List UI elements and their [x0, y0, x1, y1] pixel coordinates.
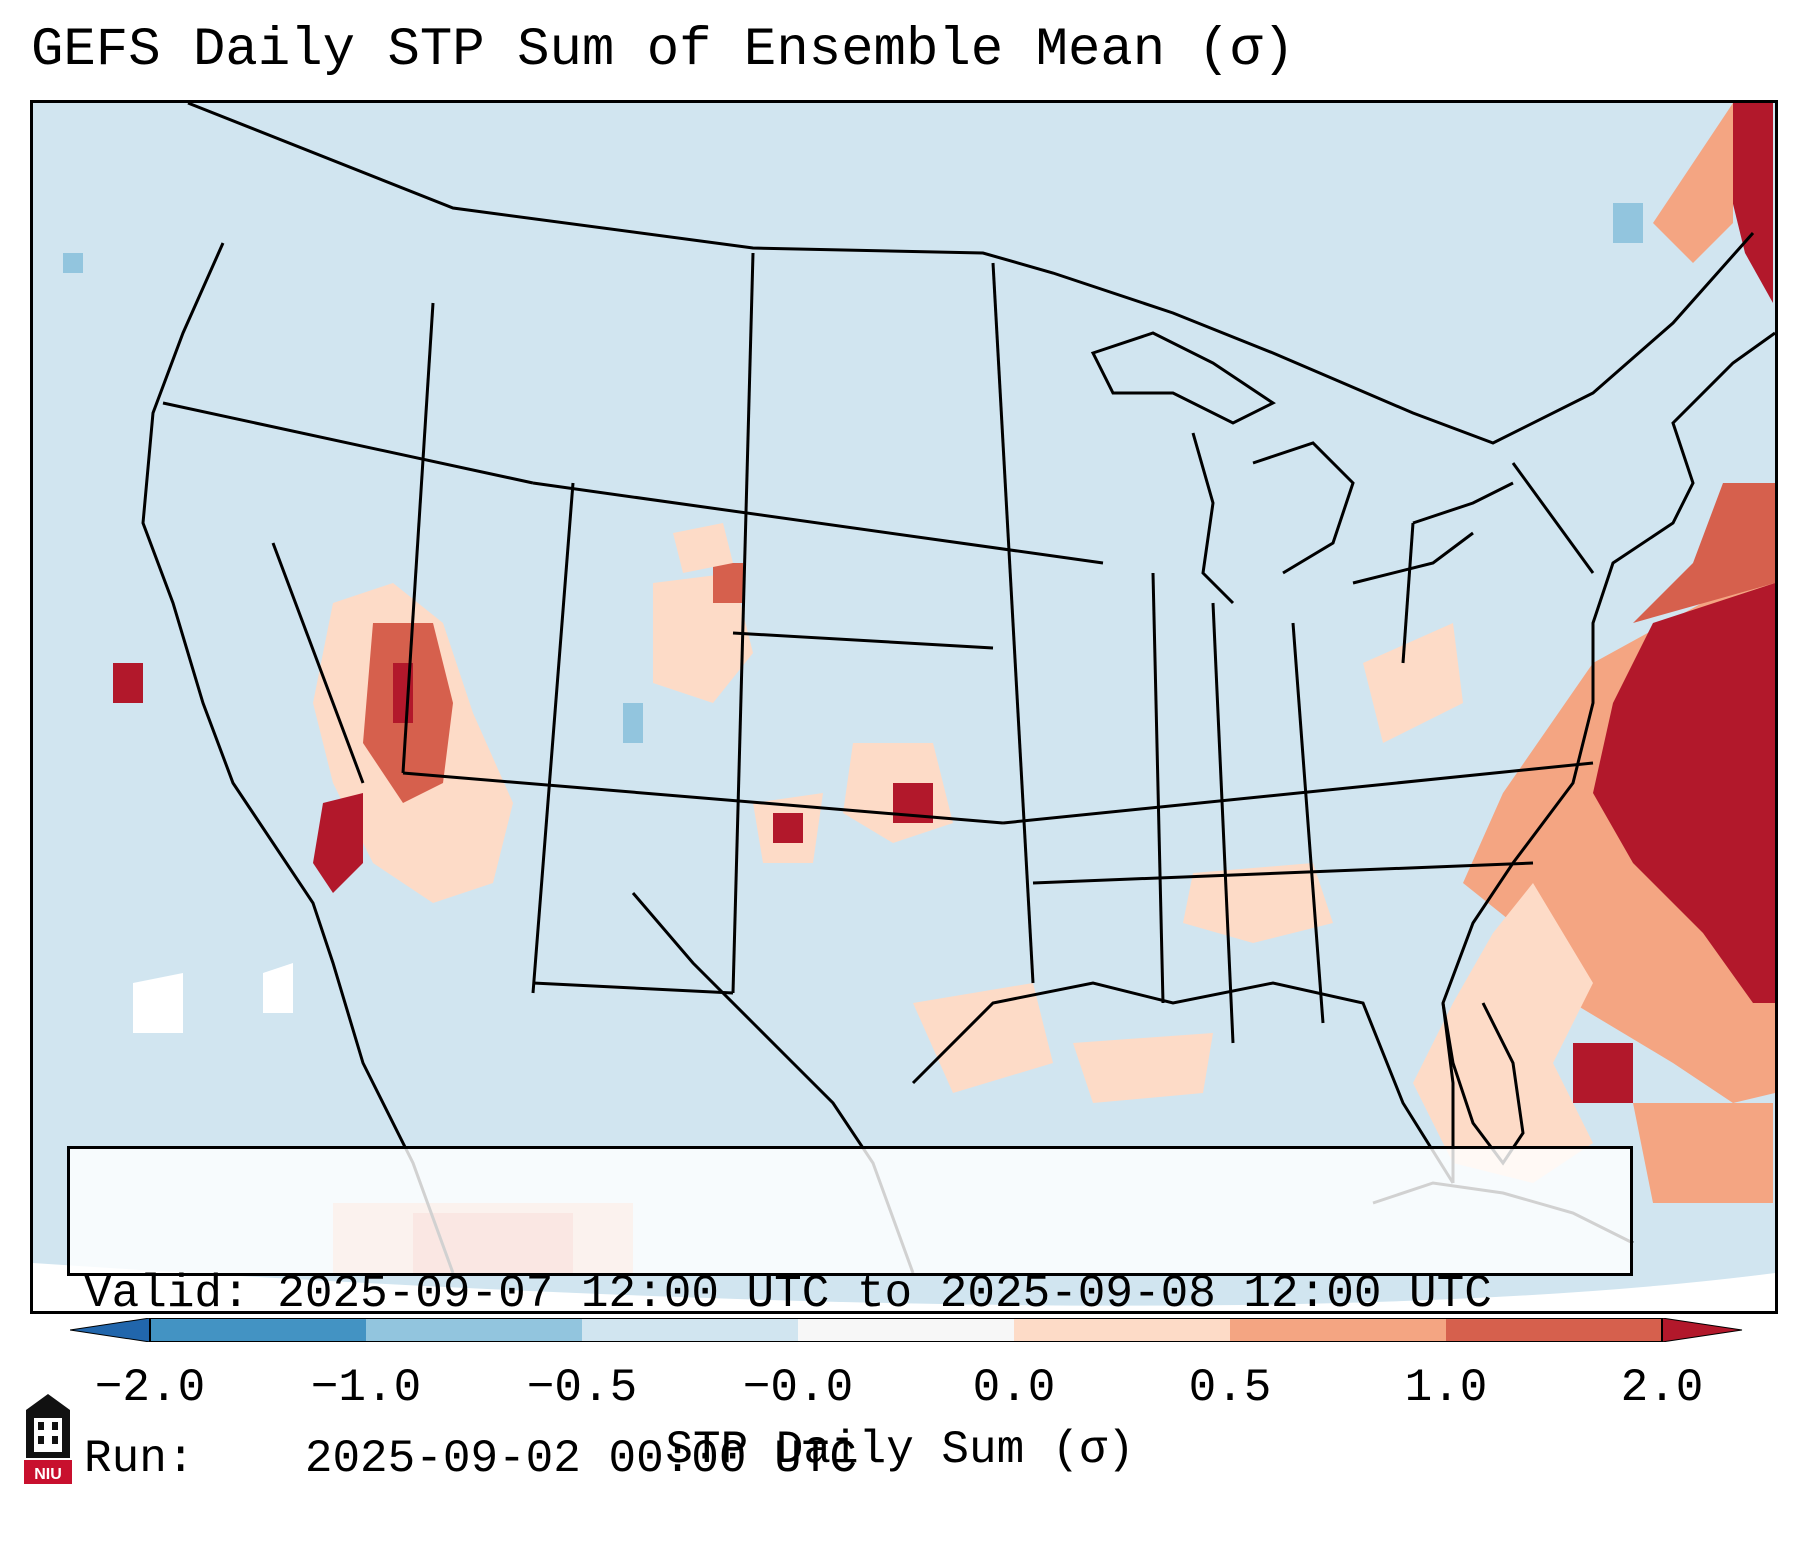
- colorbar-bin-4: [798, 1318, 1014, 1342]
- valid-value: 2025-09-07 12:00 UTC to 2025-09-08 12:00…: [277, 1268, 1492, 1320]
- logo-text: NIU: [34, 1466, 62, 1483]
- tick-label: −2.0: [94, 1362, 206, 1414]
- map-svg: [33, 103, 1775, 1306]
- valid-label: Valid:: [84, 1268, 250, 1320]
- colorbar-bin-1: [150, 1318, 366, 1342]
- valid-line: Valid: 2025-09-07 12:00 UTC to 2025-09-0…: [84, 1267, 1630, 1322]
- colorbar: [70, 1318, 1743, 1342]
- tick-label: 0.5: [1188, 1362, 1272, 1414]
- colorbar-extend-low: [70, 1318, 151, 1342]
- colorbar-bin-3: [582, 1318, 798, 1342]
- colorbar-label: STP Daily Sum (σ): [665, 1424, 1135, 1476]
- map-domain: [33, 103, 1775, 1306]
- run-line: Run: 2025-09-02 00:00 UTC: [84, 1432, 1630, 1487]
- tick-label: 2.0: [1620, 1362, 1704, 1414]
- tick-label: −0.0: [742, 1362, 854, 1414]
- valid-run-box: Valid: 2025-09-07 12:00 UTC to 2025-09-0…: [67, 1146, 1633, 1485]
- anomaly-layer: [63, 103, 1775, 1273]
- boundaries: [141, 103, 1775, 1274]
- tick-label: 1.0: [1404, 1362, 1488, 1414]
- map-panel: [30, 100, 1778, 1314]
- colorbar-extend-high: [1661, 1318, 1743, 1342]
- tick-label: −1.0: [310, 1362, 422, 1414]
- tick-label: 0.0: [972, 1362, 1056, 1414]
- colorbar-bin-6: [1230, 1318, 1446, 1342]
- colorbar-bin-5: [1014, 1318, 1230, 1342]
- colorbar-bin-7: [1446, 1318, 1662, 1342]
- chart-title: GEFS Daily STP Sum of Ensemble Mean (σ): [31, 20, 1295, 81]
- tick-label: −0.5: [526, 1362, 638, 1414]
- run-label: Run:: [84, 1433, 195, 1485]
- run-value: 2025-09-02 00:00 UTC: [304, 1433, 857, 1485]
- niu-logo: NIU: [24, 1394, 72, 1484]
- colorbar-bin-2: [366, 1318, 582, 1342]
